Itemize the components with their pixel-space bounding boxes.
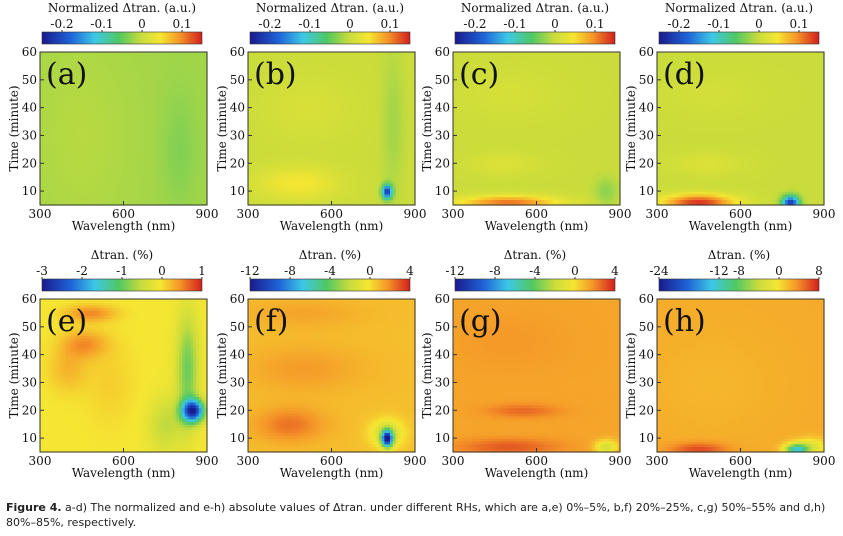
colorbar-tick-label: -0.1	[90, 17, 113, 31]
colorbar	[42, 32, 202, 44]
y-tick-label: 40	[22, 101, 37, 115]
y-tick-label: 20	[22, 156, 37, 170]
y-axis-label: Time (minute)	[7, 85, 21, 171]
colorbar-tick-label: -0.2	[50, 17, 73, 31]
y-tick-label: 50	[22, 73, 37, 87]
x-axis-label: Wavelength (nm)	[72, 219, 176, 233]
y-tick-label: 30	[22, 128, 37, 142]
panel-label: (a)	[46, 57, 87, 92]
y-tick-label: 10	[22, 184, 37, 198]
x-tick-label: 900	[196, 207, 219, 221]
colorbar-tick-label: 0.1	[172, 17, 191, 31]
colorbar-title: Normalized Δtran. (a.u.)	[48, 1, 196, 15]
y-tick-label: 60	[22, 45, 37, 59]
colorbar-tick-label: 0	[138, 17, 146, 31]
x-tick-label: 300	[29, 207, 52, 221]
